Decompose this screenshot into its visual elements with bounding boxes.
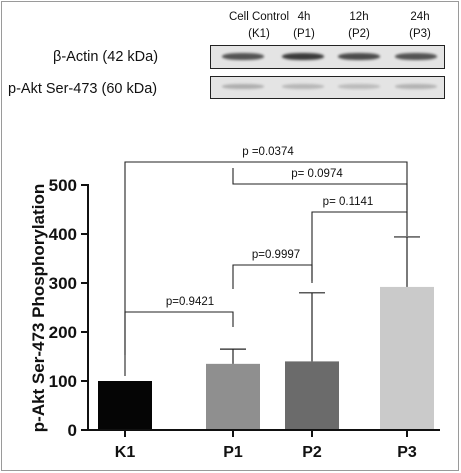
blot-band-p2 bbox=[338, 84, 380, 89]
blot-band-k1 bbox=[222, 84, 264, 89]
bar-p1 bbox=[206, 363, 260, 430]
y-tick-label-400: 400 bbox=[49, 225, 77, 244]
y-tick-label-500: 500 bbox=[49, 176, 77, 195]
x-tick-label-p2: P2 bbox=[302, 444, 322, 461]
p-value-label-k1-p1: p=0.9421 bbox=[166, 296, 214, 308]
bar-k1 bbox=[98, 381, 152, 430]
blot-band-k1 bbox=[222, 52, 264, 60]
blot-band-p2 bbox=[338, 52, 380, 60]
bar-p2 bbox=[285, 361, 339, 430]
lane-label-p1-line1: 4h bbox=[297, 11, 311, 23]
significance-bracket-k1-p1 bbox=[124, 311, 234, 355]
lane-label-k1-line2: (K1) bbox=[248, 28, 270, 40]
lane-label-p3-line2: (P3) bbox=[409, 28, 431, 40]
significance-bracket-k1-p3 bbox=[124, 161, 408, 376]
blot-strip-actin bbox=[210, 45, 445, 69]
lane-label-k1-line1: Cell Control bbox=[228, 11, 290, 23]
blot-band-p1 bbox=[282, 84, 324, 89]
lane-label-p2-line2: (P2) bbox=[348, 28, 370, 40]
lane-label-p1-line2: (P1) bbox=[293, 28, 315, 40]
bar-p3 bbox=[380, 286, 434, 430]
significance-bracket-p2-p3 bbox=[311, 211, 408, 281]
blot-row-label-pakt: p-Akt Ser-473 (60 kDa) bbox=[8, 81, 158, 97]
lane-label-p1: 4h (P1) bbox=[284, 11, 324, 41]
blot-band-p3 bbox=[395, 84, 437, 89]
x-tick-label-p1: P1 bbox=[223, 444, 243, 461]
lane-label-p2: 12h (P2) bbox=[334, 11, 384, 41]
lane-label-p3-line1: 24h bbox=[410, 11, 430, 23]
lane-label-k1: Cell Control (K1) bbox=[222, 11, 296, 41]
p-value-label-p1-p3: p= 0.0974 bbox=[291, 168, 343, 180]
blot-band-p3 bbox=[395, 52, 437, 60]
p-value-label-p1-p2: p=0.9997 bbox=[252, 249, 300, 261]
blot-band-p1 bbox=[282, 52, 324, 60]
blot-row-label-actin: β-Actin (42 kDa) bbox=[53, 49, 159, 65]
y-tick-label-200: 200 bbox=[49, 323, 77, 342]
y-axis-label: p-Akt Ser-473 Phosphorylation bbox=[29, 184, 48, 432]
significance-bracket-p1-p2 bbox=[232, 264, 313, 289]
p-value-label-p2-p3: p= 0.1141 bbox=[323, 196, 374, 208]
blot-strip-pakt bbox=[210, 76, 445, 99]
x-tick-label-p3: P3 bbox=[397, 444, 417, 461]
y-tick-label-300: 300 bbox=[49, 274, 77, 293]
p-value-label-k1-p3: p =0.0374 bbox=[242, 146, 294, 158]
y-tick-label-0: 0 bbox=[68, 421, 77, 440]
y-tick-label-100: 100 bbox=[49, 372, 77, 391]
lane-label-p2-line1: 12h bbox=[349, 11, 369, 23]
lane-label-p3: 24h (P3) bbox=[395, 11, 445, 41]
x-tick-label-k1: K1 bbox=[115, 444, 136, 461]
